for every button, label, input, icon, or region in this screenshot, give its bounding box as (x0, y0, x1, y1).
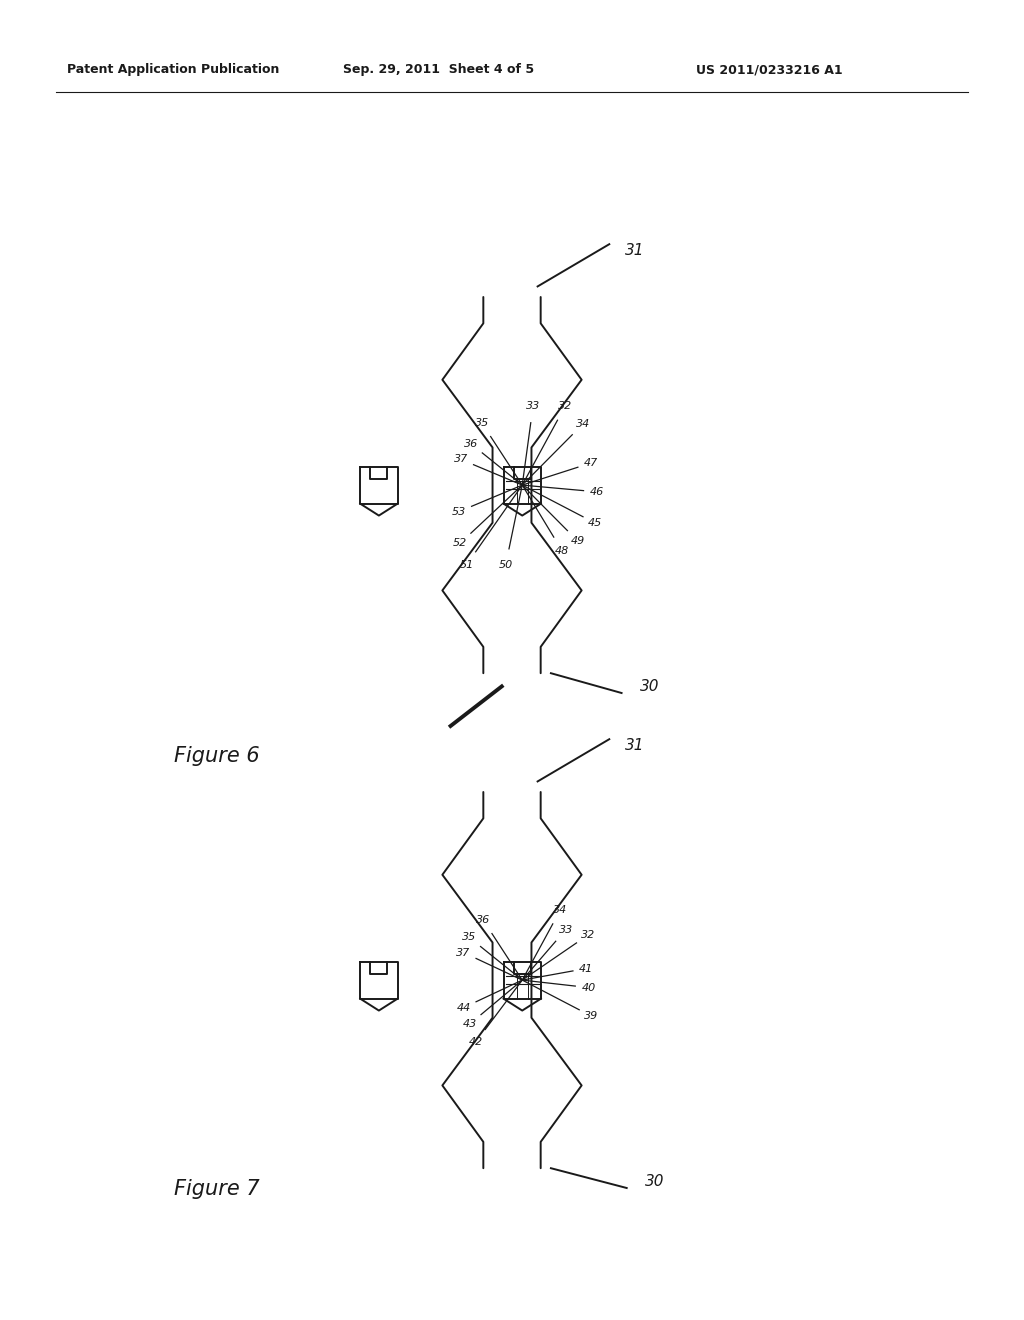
Text: 46: 46 (590, 487, 604, 496)
Text: 50: 50 (499, 561, 513, 570)
Text: 32: 32 (581, 929, 595, 940)
Text: Figure 7: Figure 7 (174, 1179, 260, 1199)
Text: 52: 52 (453, 539, 467, 548)
Text: 30: 30 (645, 1173, 665, 1189)
Text: 34: 34 (553, 904, 567, 915)
Text: 33: 33 (558, 925, 572, 935)
Text: 49: 49 (570, 536, 585, 546)
Text: 45: 45 (588, 519, 602, 528)
Text: 35: 35 (462, 932, 476, 942)
Text: 41: 41 (579, 964, 593, 974)
Text: 51: 51 (460, 560, 474, 569)
Text: 33: 33 (526, 401, 541, 411)
Text: 47: 47 (584, 458, 598, 469)
Text: 53: 53 (452, 507, 466, 516)
Text: 36: 36 (476, 916, 490, 925)
Text: Sep. 29, 2011  Sheet 4 of 5: Sep. 29, 2011 Sheet 4 of 5 (343, 63, 535, 77)
Text: 36: 36 (464, 438, 478, 449)
Text: 37: 37 (457, 948, 471, 957)
Text: US 2011/0233216 A1: US 2011/0233216 A1 (696, 63, 843, 77)
Text: 48: 48 (555, 545, 569, 556)
Text: 44: 44 (457, 1003, 471, 1012)
Text: Patent Application Publication: Patent Application Publication (67, 63, 279, 77)
Text: 39: 39 (585, 1011, 599, 1022)
Text: 30: 30 (640, 678, 659, 694)
Text: 43: 43 (463, 1019, 477, 1030)
Text: 42: 42 (469, 1036, 483, 1047)
Text: 37: 37 (454, 454, 468, 465)
Text: 34: 34 (575, 420, 590, 429)
Text: 31: 31 (625, 243, 644, 259)
Text: Figure 6: Figure 6 (174, 746, 260, 766)
Text: 31: 31 (625, 738, 644, 754)
Text: 40: 40 (582, 982, 596, 993)
Text: 32: 32 (558, 401, 572, 411)
Text: 35: 35 (475, 418, 489, 429)
